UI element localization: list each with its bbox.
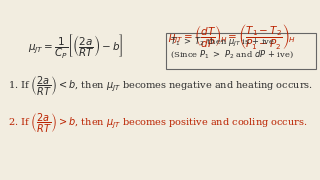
FancyBboxPatch shape: [166, 33, 316, 69]
Text: 2. If $\left(\dfrac{2a}{RT}\right) > b$, then $\mu_{JT}$ becomes positive and co: 2. If $\left(\dfrac{2a}{RT}\right) > b$,…: [8, 112, 308, 135]
Text: $\mu_{JT} = \dfrac{1}{C_P}\left[\left(\dfrac{2a}{RT}\right) - b\right]$: $\mu_{JT} = \dfrac{1}{C_P}\left[\left(\d…: [28, 32, 124, 61]
Text: $\mu_{JT} = \left(\dfrac{dT}{dP}\right)_{\!H} = \left(\dfrac{T_1 - T_2}{P_1 - P_: $\mu_{JT} = \left(\dfrac{dT}{dP}\right)_…: [168, 22, 296, 51]
Text: $T_1\ >\ T_2$ then $\mu_{JT}$ is $+$ ive: $T_1\ >\ T_2$ then $\mu_{JT}$ is $+$ ive: [170, 36, 275, 49]
Text: 1. If $\left(\dfrac{2a}{RT}\right) < b$, then $\mu_{JT}$ becomes negative and he: 1. If $\left(\dfrac{2a}{RT}\right) < b$,…: [8, 75, 313, 98]
Text: (Since $P_1\ >\ P_2$ and $dP$ $+$ ive): (Since $P_1\ >\ P_2$ and $dP$ $+$ ive): [170, 48, 294, 60]
